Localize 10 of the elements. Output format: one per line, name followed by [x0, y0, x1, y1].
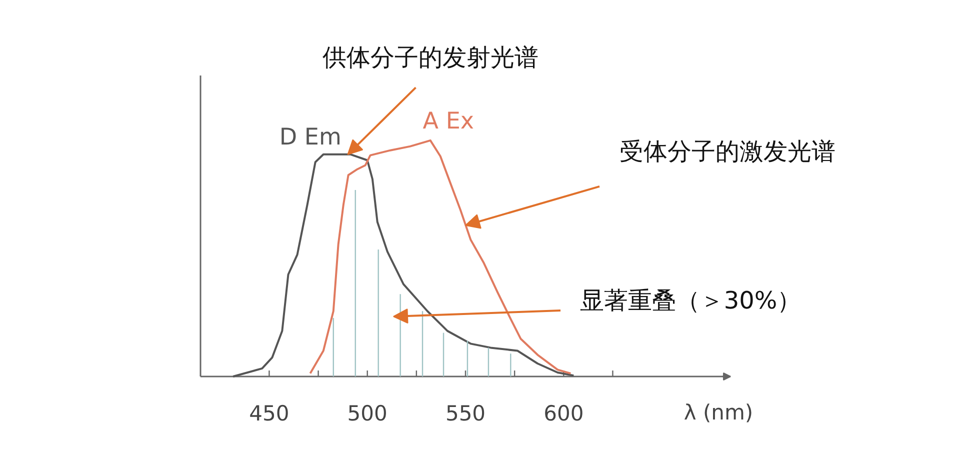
- series-label: D Em: [279, 124, 342, 150]
- series-label: A Ex: [422, 108, 474, 134]
- annotation: 受体分子的激发光谱: [620, 137, 836, 166]
- annotation: 显著重叠（＞30%）: [580, 286, 802, 314]
- x-tick-label: 550: [445, 402, 486, 426]
- x-tick-label: 600: [544, 402, 584, 426]
- x-tick-label: 500: [347, 402, 388, 426]
- x-axis-title: λ (nm): [684, 400, 754, 424]
- x-tick-label: 450: [249, 402, 290, 426]
- annotation: 供体分子的发射光谱: [322, 44, 539, 72]
